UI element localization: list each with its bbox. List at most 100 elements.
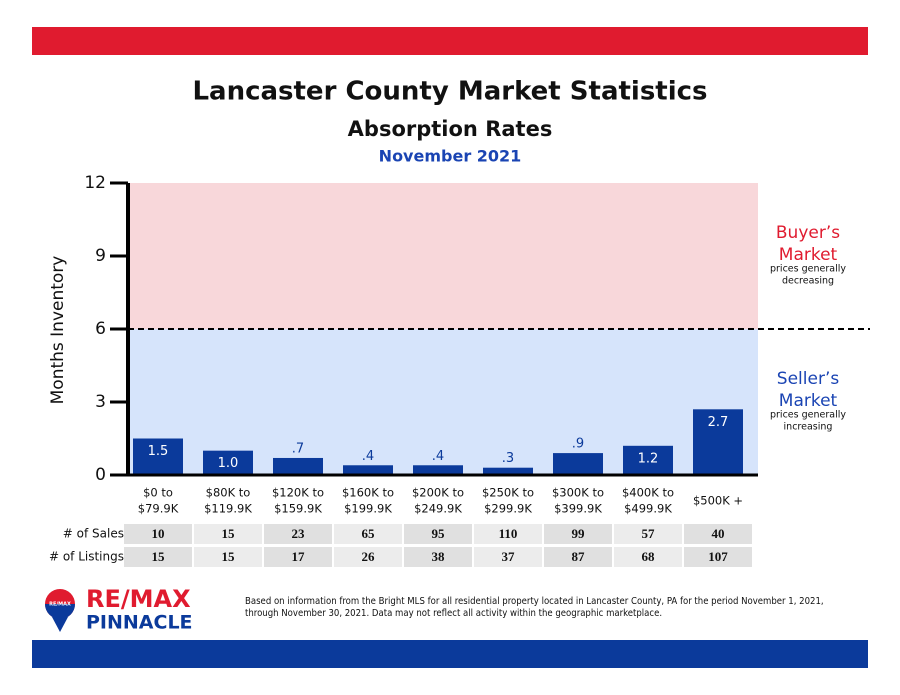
logo-balloon-base: [45, 604, 75, 619]
buyer-zone-note: prices generally: [770, 264, 846, 275]
table-row-label: # of Listings: [49, 550, 124, 564]
bar: [483, 467, 533, 475]
bar-value-label: .4: [432, 449, 444, 464]
logo: RE/MAX RE/MAX PINNACLE: [45, 585, 193, 634]
y-tick-label: 3: [95, 392, 106, 412]
table-cell-value: 15: [152, 549, 166, 564]
bar: [273, 457, 323, 475]
table-cell-value: 23: [292, 526, 306, 541]
table-cell: [614, 524, 682, 544]
chart-subtitle: Absorption Rates: [348, 117, 553, 141]
table-cell-value: 37: [502, 549, 516, 564]
logo-brand: RE/MAX: [86, 585, 191, 613]
table-cell: [404, 547, 472, 567]
table-cell-value: 10: [152, 526, 165, 541]
x-tick-label: $400K to: [622, 486, 674, 500]
bar-value-label: .3: [502, 451, 514, 466]
table-cell: [614, 547, 682, 567]
logo-office: PINNACLE: [86, 612, 193, 634]
table-cell-value: 110: [499, 526, 518, 541]
x-tick-label: $160K to: [342, 486, 394, 500]
table-cell: [334, 524, 402, 544]
footnote: Based on information from the Bright MLS…: [245, 596, 824, 619]
buyer-zone: [128, 183, 758, 329]
y-axis-label: Months Inventory: [48, 256, 68, 405]
table-cell: [194, 547, 262, 567]
x-tick-label: $199.9K: [344, 502, 392, 516]
table-cell: [684, 524, 752, 544]
bar: [343, 465, 393, 475]
buyer-zone-title: Buyer’s: [776, 223, 840, 243]
table-cell-value: 107: [708, 549, 728, 564]
bar: [693, 409, 743, 475]
table-cell-value: 26: [362, 549, 376, 564]
table-cell: [474, 547, 542, 567]
table-cell-value: 99: [572, 526, 586, 541]
x-tick-label: $300K to: [552, 486, 604, 500]
x-tick-label: $80K to: [206, 486, 251, 500]
x-tick-label: $249.9K: [414, 502, 462, 516]
table-cell: [264, 524, 332, 544]
table-cell: [544, 547, 612, 567]
bar-value-label: 1.5: [148, 444, 169, 459]
x-tick-label: $120K to: [272, 486, 324, 500]
y-tick-label: 0: [95, 465, 106, 485]
chart-title: Lancaster County Market Statistics: [192, 77, 707, 107]
table-cell-value: 68: [642, 549, 656, 564]
table-cell: [124, 524, 192, 544]
table-cell: [334, 547, 402, 567]
x-tick-label: $119.9K: [204, 502, 252, 516]
table-cell-value: 40: [712, 526, 725, 541]
y-tick-label: 12: [84, 173, 106, 193]
x-tick-label: $250K to: [482, 486, 534, 500]
bar-value-label: .9: [572, 437, 584, 452]
table-cell-value: 87: [572, 549, 586, 564]
y-tick-label: 9: [95, 246, 106, 266]
bar: [203, 450, 253, 475]
top-band: [32, 27, 868, 55]
table-cell: [194, 524, 262, 544]
x-tick-label: $399.9K: [554, 502, 602, 516]
bar: [133, 438, 183, 475]
table-cell-value: 15: [222, 526, 236, 541]
bottom-band: [32, 640, 868, 668]
seller-zone-title: Market: [779, 391, 838, 411]
x-tick-label: $500K +: [693, 494, 743, 508]
bar: [553, 453, 603, 475]
table-cell-value: 15: [222, 549, 236, 564]
table-cell: [404, 524, 472, 544]
buyer-zone-title: Market: [779, 245, 838, 265]
bar-value-label: .4: [362, 449, 374, 464]
table-cell: [684, 547, 752, 567]
seller-zone-note: increasing: [784, 422, 833, 433]
chart-date: November 2021: [379, 147, 522, 166]
bar: [413, 465, 463, 475]
table-cell-value: 38: [432, 549, 446, 564]
table-cell-value: 57: [642, 526, 656, 541]
table-cell: [124, 547, 192, 567]
table-cell: [474, 524, 542, 544]
logo-basket: [52, 617, 68, 632]
x-tick-label: $159.9K: [274, 502, 322, 516]
table-cell: [544, 524, 612, 544]
seller-zone-note: prices generally: [770, 410, 846, 421]
logo-badge: RE/MAX: [49, 602, 71, 608]
bar-value-label: 1.2: [638, 451, 659, 466]
x-tick-label: $200K to: [412, 486, 464, 500]
y-tick-label: 6: [95, 319, 106, 339]
table-cell: [264, 547, 332, 567]
bar-value-label: 2.7: [708, 415, 729, 430]
table-cell-value: 95: [432, 526, 446, 541]
bar-value-label: 1.0: [218, 456, 239, 471]
x-tick-label: $299.9K: [484, 502, 532, 516]
table-row-label: # of Sales: [63, 527, 124, 541]
x-tick-label: $0 to: [143, 486, 173, 500]
seller-zone-title: Seller’s: [777, 369, 840, 389]
buyer-zone-note: decreasing: [782, 276, 834, 287]
bar-value-label: .7: [292, 441, 304, 456]
bar: [623, 445, 673, 475]
x-tick-label: $499.9K: [624, 502, 672, 516]
x-tick-label: $79.9K: [138, 502, 179, 516]
